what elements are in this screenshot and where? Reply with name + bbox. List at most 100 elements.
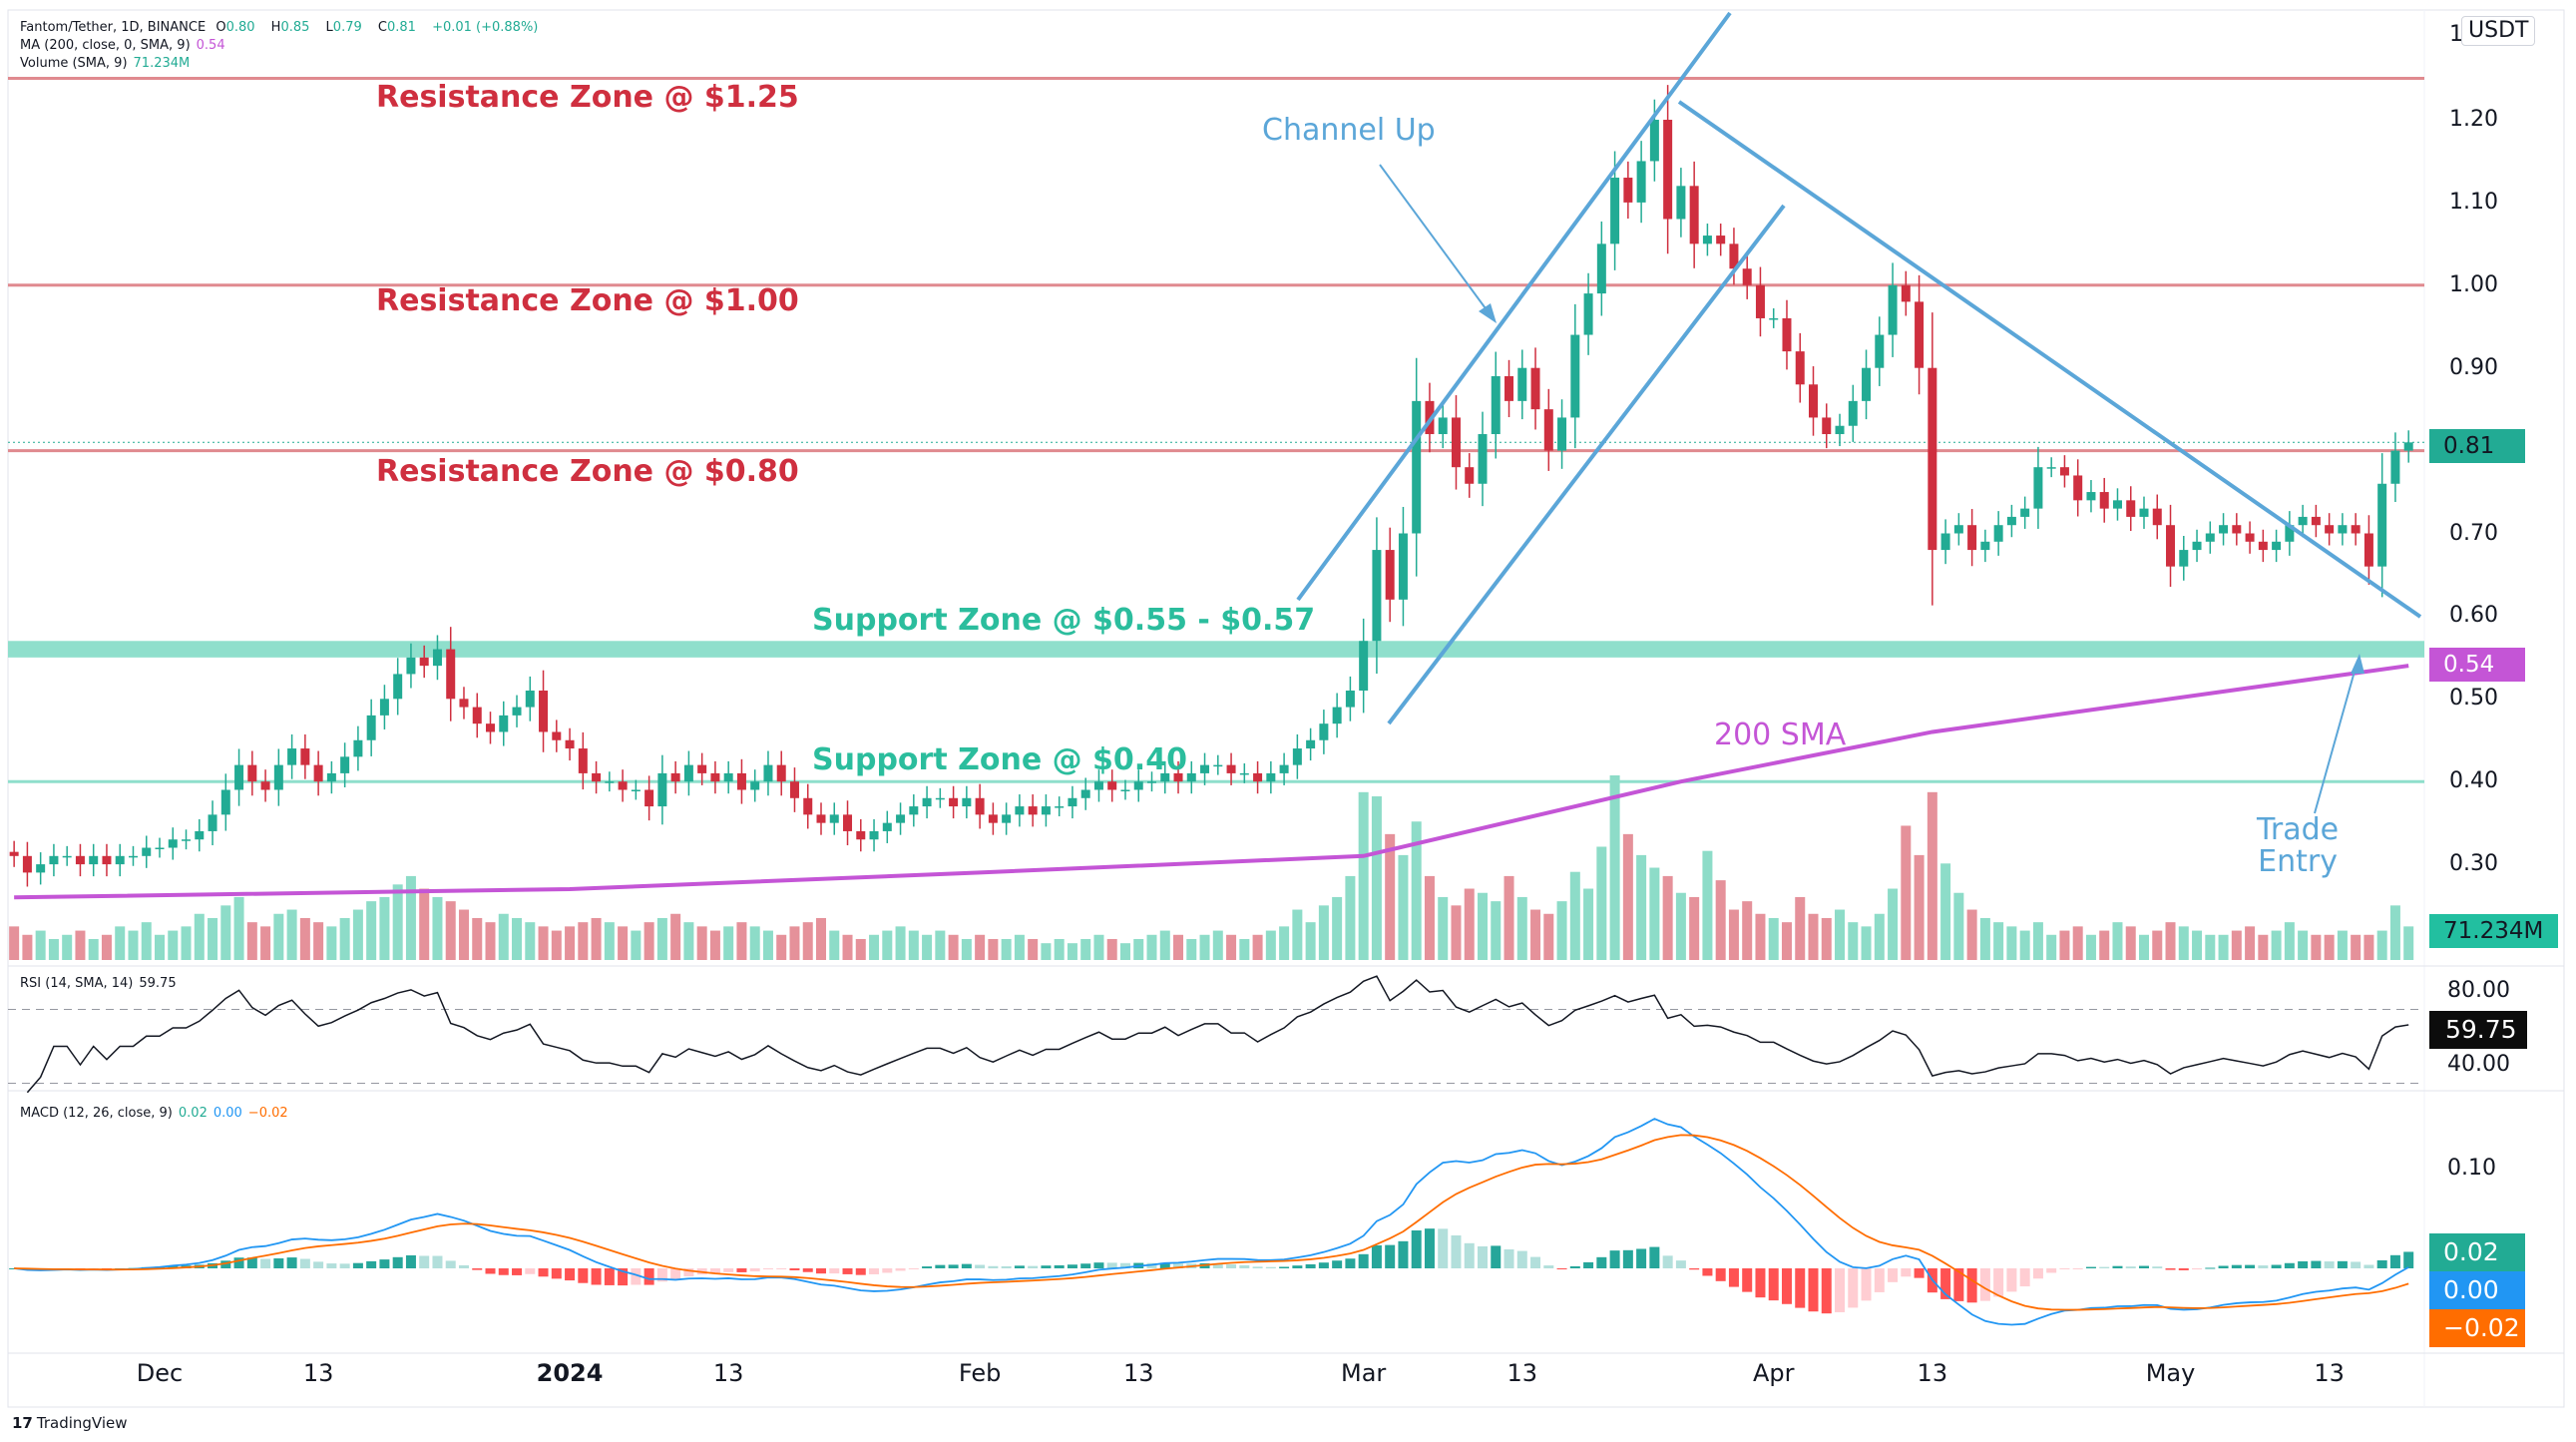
- candle-body: [670, 772, 680, 782]
- annotation-support-055[interactable]: Support Zone @ $0.55 - $0.57: [812, 603, 1316, 638]
- date-tick: Mar: [1341, 1359, 1387, 1387]
- legend-volume[interactable]: Volume (SMA, 9) 71.234M: [20, 56, 196, 71]
- macd-histogram-bar: [709, 1268, 720, 1274]
- macd-histogram-bar: [2284, 1262, 2295, 1268]
- volume-bar: [35, 930, 46, 960]
- volume-bar: [644, 922, 654, 960]
- volume-bar: [551, 930, 562, 960]
- volume-bar: [2099, 930, 2110, 960]
- candle-body: [2363, 533, 2373, 567]
- candle-body: [287, 748, 297, 765]
- volume-bar: [1054, 938, 1065, 960]
- volume-bar: [1835, 909, 1846, 960]
- volume-bar: [1186, 938, 1197, 960]
- rsi-line: [26, 975, 2409, 1094]
- volume-bar: [1358, 791, 1369, 960]
- volume-bar: [2152, 930, 2163, 960]
- volume-bar: [1914, 854, 1925, 960]
- annotation-resistance-100[interactable]: Resistance Zone @ $1.00: [376, 283, 799, 318]
- l-label: L: [325, 20, 333, 35]
- rsi-tick-40: 40.00: [2447, 1052, 2510, 1077]
- volume-bar: [565, 926, 576, 960]
- candle-body: [896, 814, 906, 823]
- candle-body: [935, 797, 945, 800]
- drawings-layer[interactable]: [1296, 11, 2422, 814]
- macd-histogram-bar: [2072, 1268, 2083, 1269]
- candle-body: [1915, 301, 1925, 368]
- candle-body: [710, 772, 720, 782]
- candle-body: [962, 797, 972, 807]
- legend-ma[interactable]: MA (200, close, 0, SMA, 9) 0.54: [20, 38, 231, 53]
- volume-bar: [618, 926, 629, 960]
- volume-bar: [1702, 850, 1713, 960]
- tradingview-logo[interactable]: 17 TradingView: [12, 1414, 128, 1432]
- volume-bar: [246, 922, 257, 960]
- candle-body: [168, 839, 178, 848]
- macd-histogram-bar: [776, 1268, 787, 1269]
- candle-body: [1875, 334, 1885, 368]
- legend-macd[interactable]: MACD (12, 26, close, 9) 0.02 0.00 −0.02: [20, 1106, 294, 1121]
- macd-histogram-bar: [1516, 1250, 1527, 1268]
- candle-body: [260, 781, 270, 790]
- annotation-support-040[interactable]: Support Zone @ $0.40: [812, 742, 1187, 777]
- volume-bar: [631, 930, 642, 960]
- candle-body: [2192, 541, 2202, 551]
- volume-bar: [1556, 901, 1567, 960]
- o-label: O: [215, 20, 226, 35]
- macd-histogram-bar: [1953, 1268, 1964, 1301]
- macd-histogram-bar: [392, 1256, 403, 1268]
- annotation-resistance-080[interactable]: Resistance Zone @ $0.80: [376, 454, 799, 489]
- volume-bar: [1067, 943, 1077, 960]
- volume-bar: [1583, 888, 1594, 960]
- volume-bar: [1649, 867, 1660, 960]
- candle-body: [9, 851, 19, 856]
- candle-body: [1663, 120, 1673, 220]
- volume-bar: [2258, 934, 2269, 960]
- candle-body: [1359, 641, 1369, 692]
- annotation-channel-up[interactable]: Channel Up: [1262, 113, 1436, 148]
- volume-bar: [419, 888, 430, 960]
- macd-histogram-bar: [1464, 1242, 1475, 1268]
- volume-bar: [2019, 930, 2030, 960]
- annotation-resistance-125[interactable]: Resistance Zone @ $1.25: [376, 80, 799, 115]
- macd-line: [14, 1118, 2409, 1326]
- channel-arrow: [1379, 164, 1495, 320]
- candle-body: [1769, 317, 1779, 320]
- candle-body: [2390, 450, 2400, 484]
- volume-bar: [512, 917, 523, 960]
- candle-body: [525, 691, 535, 708]
- date-tick: 13: [1917, 1359, 1948, 1387]
- annotation-trade-entry[interactable]: Trade Entry: [2257, 814, 2339, 878]
- macd-histogram-bar: [975, 1264, 986, 1268]
- candle-body: [1755, 284, 1765, 318]
- candle-body: [1041, 806, 1051, 815]
- volume-bar: [975, 934, 986, 960]
- volume-bar: [1689, 896, 1700, 960]
- macd-layer: [9, 1118, 2414, 1326]
- macd-histogram-bar: [2245, 1264, 2256, 1268]
- candle-body: [1438, 417, 1448, 435]
- candle-body: [1093, 781, 1103, 790]
- volume-bar: [683, 922, 694, 960]
- macd-histogram-bar: [2192, 1268, 2203, 1270]
- volume-bar: [1041, 943, 1052, 960]
- volume-bar: [1014, 934, 1025, 960]
- macd-histogram-bar: [1874, 1268, 1885, 1292]
- candle-body: [750, 781, 760, 790]
- annotation-200-sma[interactable]: 200 SMA: [1714, 718, 1847, 752]
- legend-symbol[interactable]: Fantom/Tether, 1D, BINANCE: [20, 20, 207, 35]
- volume-bar: [1781, 922, 1792, 960]
- volume-bar: [922, 934, 933, 960]
- candle-body: [472, 707, 482, 724]
- volume-bar: [1106, 938, 1117, 960]
- volume-bar: [2059, 930, 2070, 960]
- volume-bar: [299, 917, 310, 960]
- candle-body: [234, 764, 244, 790]
- candles-layer: [9, 85, 2413, 887]
- candle-body: [1729, 243, 1739, 269]
- candle-body: [763, 764, 773, 782]
- candle-body: [2232, 525, 2242, 534]
- currency-button[interactable]: USDT: [2461, 16, 2536, 46]
- legend-rsi[interactable]: RSI (14, SMA, 14) 59.75: [20, 976, 183, 991]
